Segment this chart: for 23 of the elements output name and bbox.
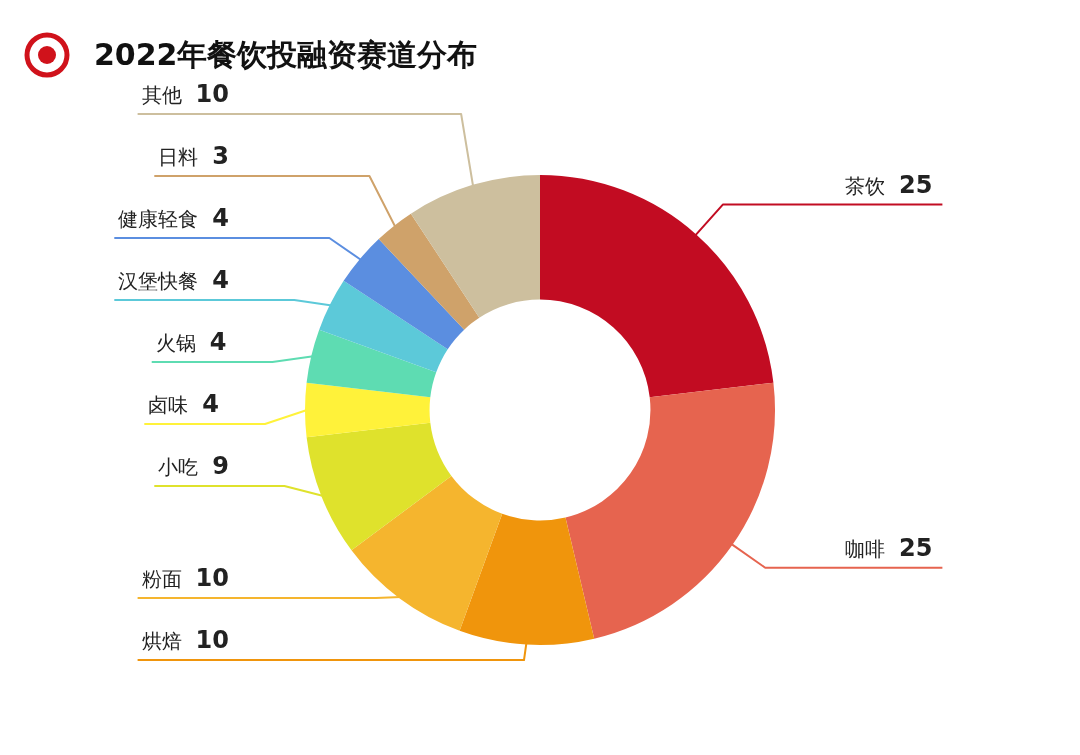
data-label: 25 (899, 170, 933, 199)
slice-label: 火锅 (155, 330, 196, 355)
data-label: 10 (195, 626, 230, 654)
data-label: 4 (202, 389, 219, 418)
slice-label: 汉堡快餐 (118, 268, 199, 293)
slice-label: 咖啡 (845, 536, 885, 561)
data-label: 10 (195, 564, 230, 592)
slice-label: 卤味 (148, 392, 189, 417)
data-label: 25 (899, 533, 933, 562)
data-label: 4 (212, 203, 229, 232)
data-label: 3 (212, 141, 229, 170)
slice-label: 粉面 (141, 567, 182, 591)
slice-label: 健康轻食 (118, 206, 199, 231)
data-label: 4 (212, 265, 229, 294)
data-label: 4 (209, 327, 227, 356)
data-label: 9 (212, 451, 229, 480)
slice-label: 其他 (141, 82, 182, 107)
slice-label: 小吃 (158, 454, 199, 479)
slice-label: 烘焙 (141, 629, 182, 653)
chart-title: 2022年餐饮投融资赛道分布 (94, 35, 478, 74)
slice-label: 日料 (158, 144, 199, 169)
data-label: 10 (195, 79, 230, 108)
slice-label: 茶饮 (845, 173, 885, 198)
